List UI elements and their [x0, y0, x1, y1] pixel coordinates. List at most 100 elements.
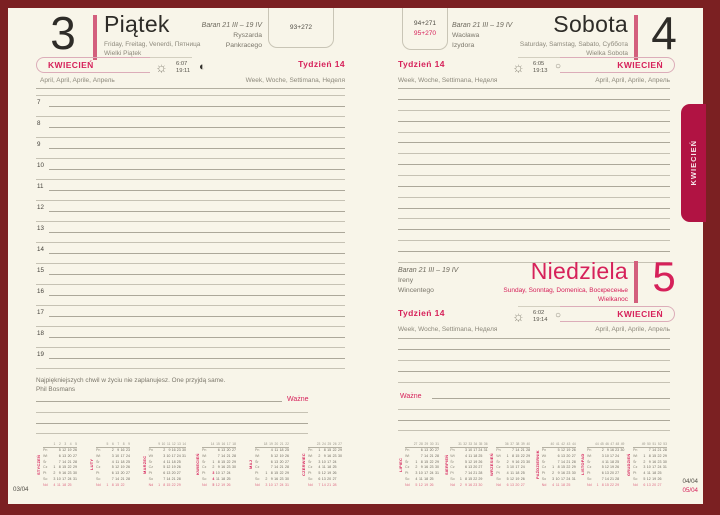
ruled-line: [36, 305, 345, 306]
day-cell: 5: [212, 482, 215, 487]
day-cell: 7: [601, 476, 604, 481]
day-cell: 2: [643, 459, 646, 464]
day-cell: 31: [434, 471, 439, 476]
day-cell: 3: [464, 448, 467, 453]
weekday-label: Wt: [255, 453, 260, 458]
week-number: 42: [559, 441, 565, 448]
mini-calendar-październik: PAŹDZIERNIK 40 41 42 43 44 Pn 5 12 19 26 Wt 6 13 20 27 Ś…: [535, 441, 579, 488]
day-cell: 18: [610, 459, 615, 464]
day-cell: 12: [321, 471, 326, 476]
left-day-accent-bar: [93, 15, 97, 60]
day-cell: 15: [327, 448, 332, 453]
ruled-line: [36, 284, 345, 285]
day-cell: 25: [566, 482, 571, 487]
day-cell: 14: [221, 453, 226, 458]
mini-calendar-month-name: LUTY: [89, 458, 94, 471]
day-cell: 28: [571, 459, 576, 464]
ruled-line: [398, 409, 670, 410]
ruled-line: [398, 99, 670, 100]
day-cell: 25: [176, 459, 181, 464]
mini-calendar-marzec: MARZEC 9 10 11 12 13 14 Pn 2 9 16 23 30 Wt 3 10 17 24 31 Śr…: [142, 441, 186, 488]
moon-phase-icon: ○: [555, 61, 562, 72]
zodiac-sign: Baran 21 III – 19 IV: [398, 267, 459, 274]
day-cell: 28: [176, 476, 181, 481]
week-number: 22: [283, 441, 289, 448]
half-hour-line: [36, 284, 345, 285]
mini-calendar-lipiec: LIPIEC 27 28 29 30 31 Pn 6 13 20 27 Wt 7 14 21 28 Śr 1 8 15…: [398, 441, 442, 488]
week-number: 27: [412, 441, 418, 448]
day-cell: 22: [610, 482, 615, 487]
day-cell: 21: [67, 459, 72, 464]
day-cell: 23: [67, 471, 72, 476]
day-cell: 13: [646, 482, 651, 487]
day-cell: 21: [520, 448, 525, 453]
day-cell: 19: [566, 448, 571, 453]
day-cell: 1: [106, 482, 109, 487]
day-cell: 31: [571, 476, 576, 481]
day-cell: 3: [53, 476, 56, 481]
day-cell: 23: [125, 448, 130, 453]
day-cell: 25: [657, 471, 662, 476]
hour-label: 16: [37, 287, 44, 295]
hour-label: 17: [37, 308, 44, 316]
day-cell: 10: [555, 476, 560, 481]
band-rule: [398, 338, 670, 339]
day-cell: 21: [327, 482, 332, 487]
day-cell: 22: [120, 482, 125, 487]
day-cell: 2: [318, 453, 321, 458]
half-hour-line: [36, 305, 345, 306]
mini-calendar-grid: 27 28 29 30 31 Pn 6 13 20 27 Wt 7 14 21 28 Śr 1 8 15 22 29 Cz…: [405, 441, 439, 488]
day-cell: 16: [171, 448, 176, 453]
day-cell: 11: [555, 482, 560, 487]
day-cell: 23: [226, 465, 231, 470]
day-cell: 2: [459, 482, 462, 487]
ruled-line: [49, 189, 345, 191]
week-number: 5: [103, 441, 109, 448]
day-cell: 19: [171, 465, 176, 470]
saturday-zodiac-block: Baran 21 III – 19 IV Wacława Izydora: [452, 21, 512, 50]
ruled-line: [398, 131, 670, 133]
day-cell: 22: [566, 465, 571, 470]
day-cell: 24: [279, 482, 284, 487]
day-cell: 5: [601, 465, 604, 470]
day-cell: 29: [284, 471, 289, 476]
day-cell: 31: [182, 453, 186, 458]
day-cell: 4: [212, 476, 215, 481]
mini-calendar-month-name: KWIECIEŃ: [195, 453, 200, 476]
day-cell: [525, 482, 530, 488]
week-number: 12: [170, 441, 176, 448]
hour-row: 7: [36, 99, 345, 107]
day-cell: 12: [166, 465, 171, 470]
weekday-label: Cz: [496, 465, 501, 470]
day-cell: 29: [176, 482, 181, 487]
day-cell: 27: [176, 471, 181, 476]
day-cell: 11: [274, 448, 279, 453]
day-cell: 5: [557, 448, 560, 453]
week-number: 31: [456, 441, 462, 448]
weekday-label: Wt: [308, 453, 313, 458]
day-cell: 10: [418, 471, 423, 476]
day-cell: 6: [464, 465, 467, 470]
day-cell: 12: [560, 448, 565, 453]
day-cell: 1: [158, 482, 161, 487]
important-line: [432, 398, 670, 399]
week-number: 35: [477, 441, 483, 448]
ruled-line: [49, 168, 345, 170]
weekday-label: Pn: [255, 448, 260, 453]
day-cell: 7: [511, 448, 514, 453]
week-number: 50: [645, 441, 651, 448]
day-cell: 25: [615, 459, 620, 464]
ruled-line: [398, 120, 670, 122]
day-cell: 11: [166, 459, 171, 464]
weekday-label: Pt: [496, 471, 500, 476]
day-cell: 30: [284, 476, 289, 481]
half-hour-line: [36, 242, 345, 243]
day-cell: 30: [662, 459, 667, 464]
hour-row: 13: [36, 225, 345, 233]
ruled-line: [398, 153, 670, 155]
day-cell: 24: [615, 453, 620, 458]
week-number: 33: [466, 441, 473, 448]
half-hour-line: [36, 179, 345, 180]
day-cell: 21: [566, 459, 571, 464]
mini-calendar-grid: 5 6 7 8 9 Pn 2 9 16 23 Wt 3 10 17 24 Śr 4 11 18 25 Cz 5 12 19 26…: [96, 441, 130, 488]
